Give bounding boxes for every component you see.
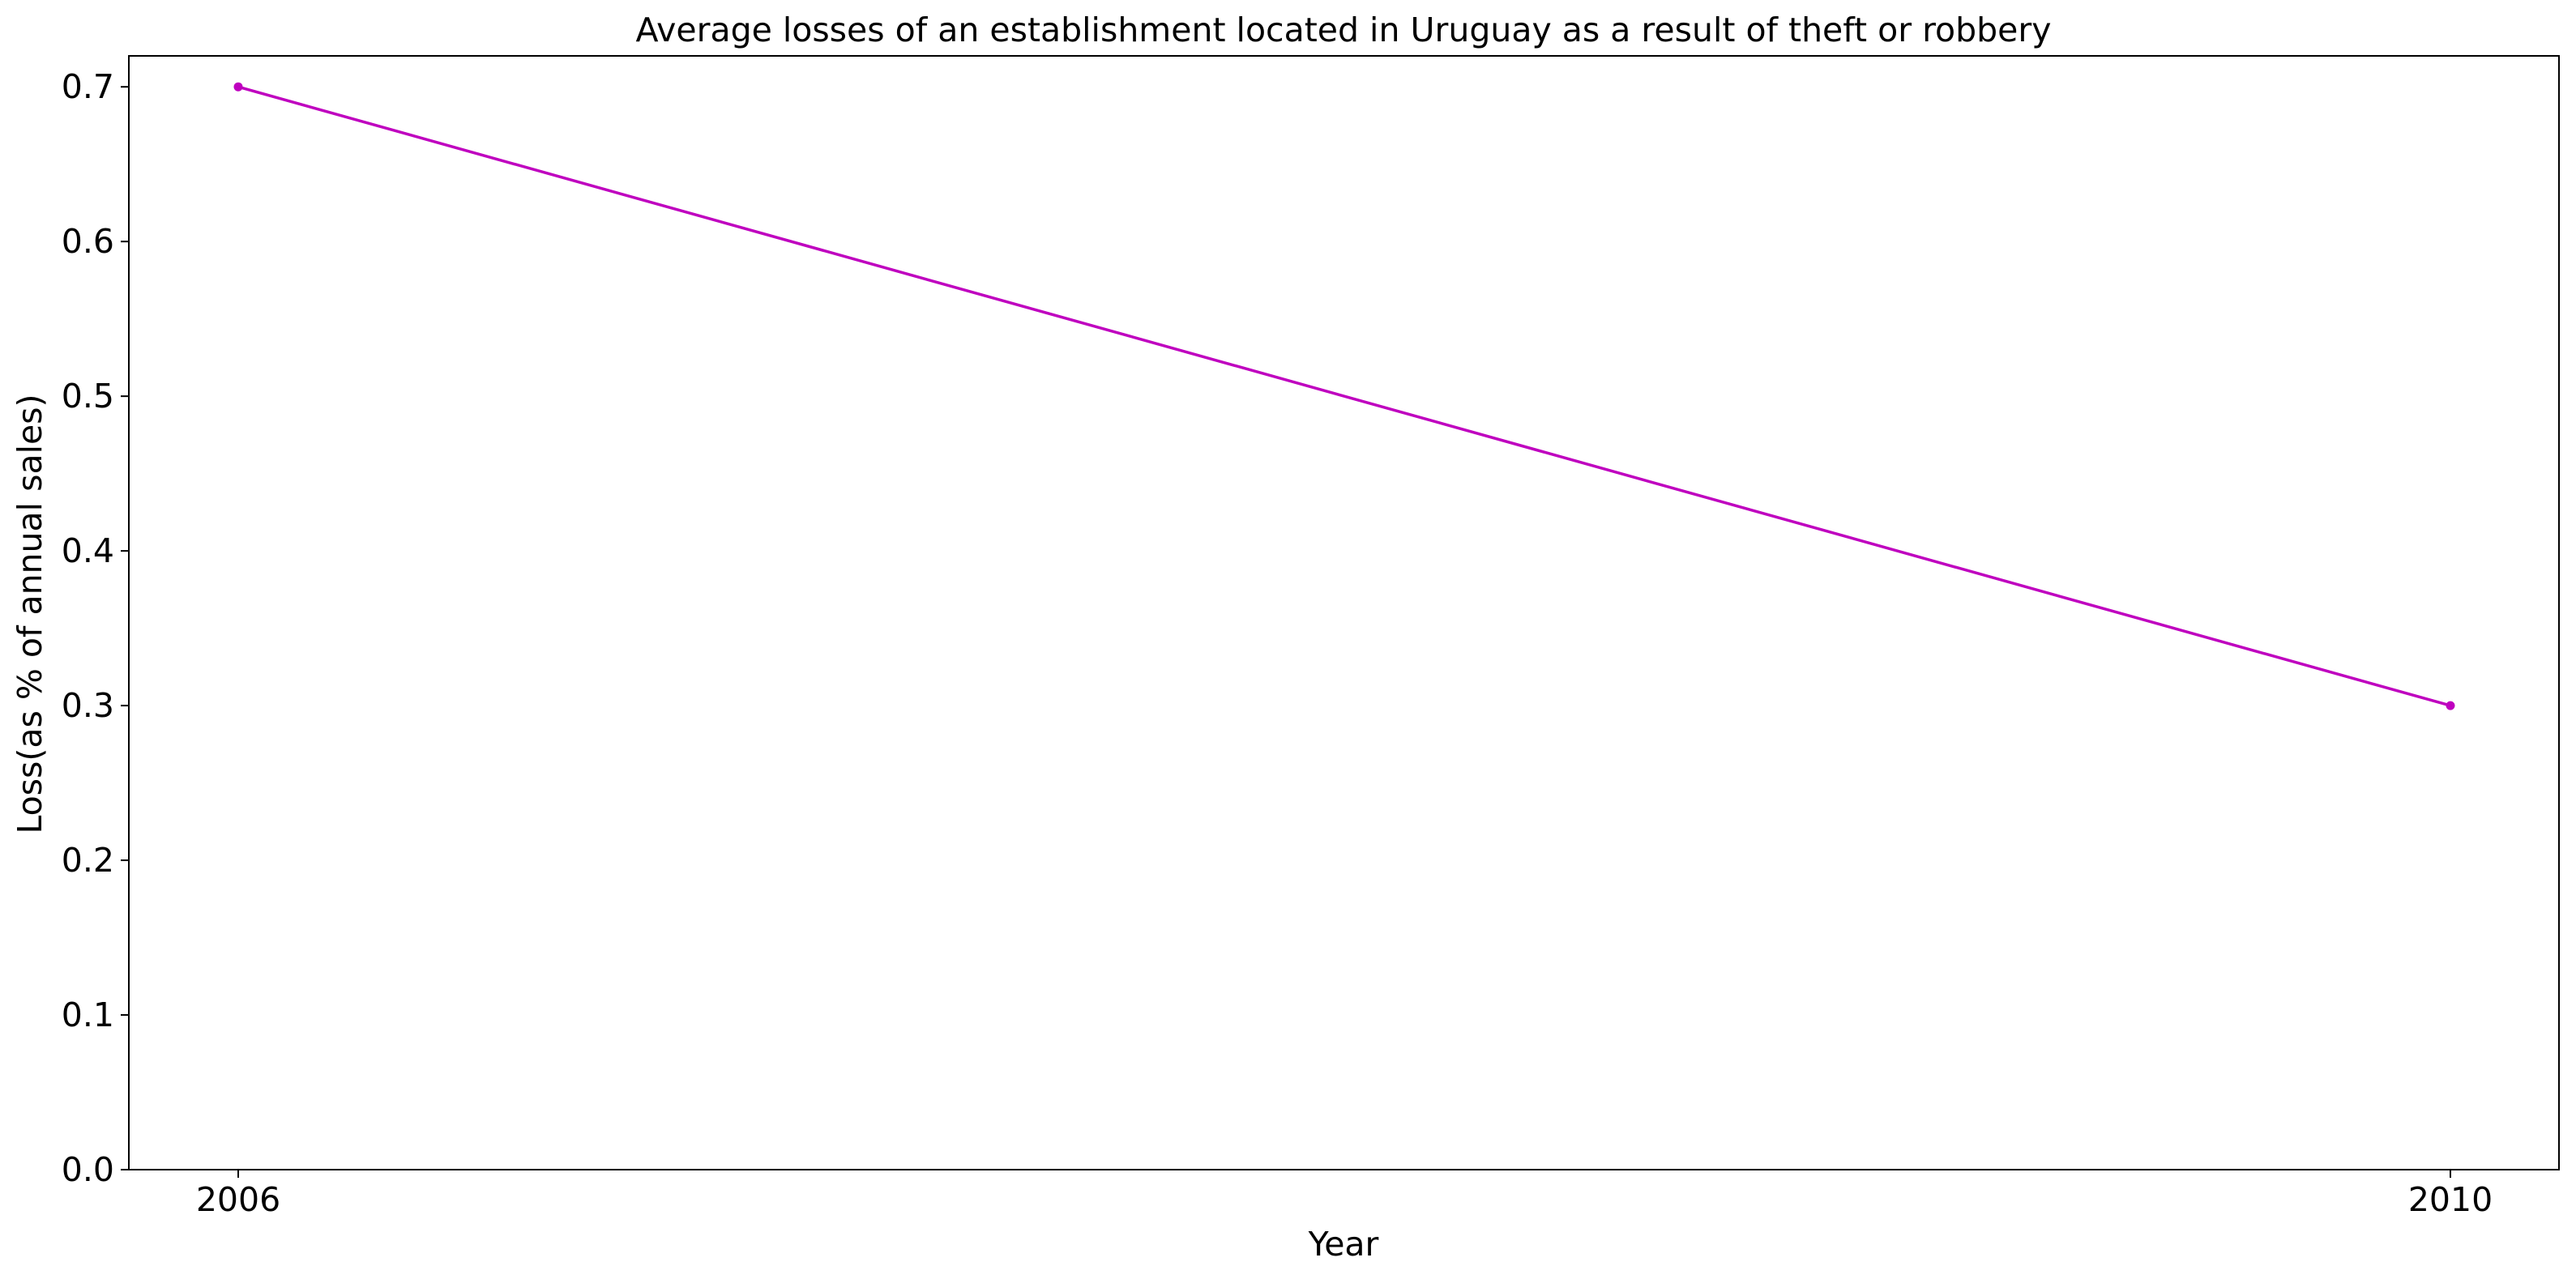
y-tick-label: 0.5 bbox=[62, 377, 114, 416]
data-point bbox=[233, 82, 243, 92]
y-tick-label: 0.1 bbox=[62, 995, 114, 1034]
y-tick-label: 0.4 bbox=[62, 531, 114, 570]
y-tick-label: 0.3 bbox=[62, 686, 114, 725]
x-axis-ticks: 2006 2010 bbox=[196, 1170, 2493, 1219]
x-tick-label: 2006 bbox=[196, 1180, 280, 1219]
plot-area bbox=[128, 55, 2560, 1170]
chart-title: Average losses of an establishment locat… bbox=[635, 11, 2051, 49]
y-tick-label: 0.7 bbox=[62, 67, 114, 106]
y-tick-label: 0.6 bbox=[62, 222, 114, 261]
x-axis-label: Year bbox=[1308, 1225, 1379, 1264]
plot-frame bbox=[128, 55, 2560, 1170]
y-axis-ticks: 0.0 0.1 0.2 0.3 0.4 0.5 0.6 0.7 bbox=[62, 67, 129, 1189]
series-line bbox=[237, 85, 2451, 707]
y-tick-label: 0.2 bbox=[62, 841, 114, 880]
series-layer bbox=[233, 82, 2455, 710]
y-tick-label: 0.0 bbox=[62, 1150, 114, 1189]
data-point bbox=[2446, 701, 2455, 710]
y-axis-label: Loss(as % of annual sales) bbox=[11, 394, 49, 833]
x-tick-label: 2010 bbox=[2408, 1180, 2493, 1219]
